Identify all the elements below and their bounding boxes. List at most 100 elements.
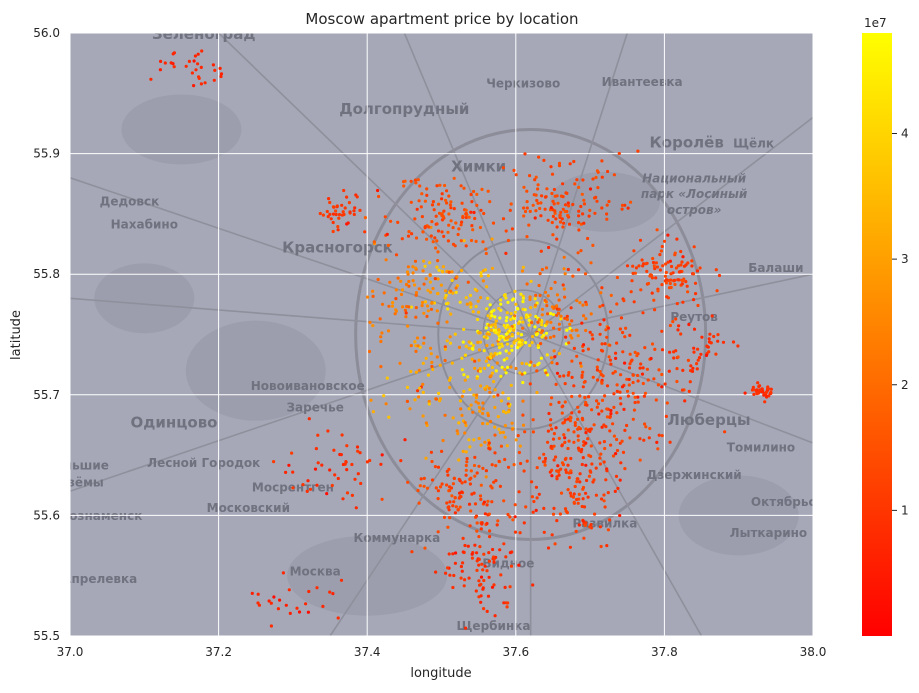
data-point bbox=[562, 267, 566, 271]
data-point bbox=[560, 411, 564, 415]
data-point bbox=[570, 319, 574, 323]
data-point bbox=[424, 277, 428, 281]
data-point bbox=[627, 383, 631, 387]
data-point bbox=[384, 402, 388, 406]
data-point bbox=[494, 325, 498, 329]
data-point bbox=[502, 499, 506, 503]
data-point bbox=[431, 367, 435, 371]
data-point bbox=[512, 316, 516, 320]
data-point bbox=[497, 427, 501, 431]
data-point bbox=[448, 573, 452, 577]
data-point bbox=[194, 68, 198, 72]
data-point bbox=[685, 284, 689, 288]
data-point bbox=[632, 300, 636, 304]
data-point bbox=[336, 616, 340, 620]
data-point bbox=[449, 219, 453, 223]
data-point bbox=[489, 356, 493, 360]
data-point bbox=[345, 195, 349, 199]
data-point bbox=[538, 272, 542, 276]
data-point bbox=[555, 293, 560, 297]
data-point bbox=[648, 426, 652, 431]
data-point bbox=[355, 195, 359, 199]
data-point bbox=[304, 602, 308, 606]
data-point bbox=[615, 275, 620, 280]
data-point bbox=[425, 486, 430, 490]
data-point bbox=[508, 551, 512, 555]
data-point bbox=[371, 294, 375, 298]
data-point bbox=[573, 423, 577, 427]
data-point bbox=[356, 472, 360, 476]
data-point bbox=[499, 336, 503, 340]
data-point bbox=[306, 479, 310, 483]
data-point bbox=[655, 228, 659, 232]
data-point bbox=[462, 373, 466, 377]
data-point bbox=[528, 382, 532, 386]
data-point bbox=[615, 411, 619, 415]
data-point bbox=[596, 186, 600, 190]
data-point bbox=[430, 203, 435, 207]
data-point bbox=[498, 316, 502, 320]
data-point bbox=[431, 286, 435, 291]
data-point bbox=[525, 206, 529, 210]
data-point bbox=[668, 323, 673, 328]
data-point bbox=[649, 273, 654, 277]
data-point bbox=[219, 72, 224, 76]
data-point bbox=[500, 344, 504, 348]
data-point bbox=[693, 281, 698, 285]
data-point bbox=[486, 189, 490, 193]
data-point bbox=[532, 499, 536, 504]
data-point bbox=[535, 390, 539, 395]
data-point bbox=[475, 471, 479, 475]
data-point bbox=[755, 392, 759, 396]
data-point bbox=[569, 469, 573, 473]
data-point bbox=[721, 340, 726, 344]
data-point bbox=[414, 266, 418, 270]
data-point bbox=[559, 317, 563, 321]
data-point bbox=[519, 292, 523, 296]
data-point bbox=[415, 336, 420, 340]
data-point bbox=[359, 481, 363, 486]
data-point bbox=[568, 419, 573, 423]
data-point bbox=[459, 407, 463, 411]
data-point bbox=[633, 400, 637, 405]
data-point bbox=[482, 578, 486, 583]
data-point bbox=[284, 603, 288, 607]
data-point bbox=[631, 380, 635, 385]
data-point bbox=[287, 588, 291, 592]
data-point bbox=[405, 270, 410, 274]
data-point bbox=[692, 350, 696, 354]
data-point bbox=[680, 260, 684, 264]
data-point bbox=[656, 383, 661, 387]
data-point bbox=[586, 428, 591, 432]
data-point bbox=[568, 415, 572, 419]
data-point bbox=[307, 417, 311, 421]
data-point bbox=[527, 223, 531, 227]
data-point bbox=[639, 288, 643, 292]
data-point bbox=[353, 206, 357, 210]
data-point bbox=[590, 408, 594, 412]
x-axis-ticks: 37.0 37.2 37.4 37.6 37.8 38.0 bbox=[57, 645, 827, 659]
data-point bbox=[491, 557, 495, 561]
data-point bbox=[569, 306, 573, 310]
data-point bbox=[599, 348, 604, 352]
data-point bbox=[584, 317, 588, 321]
data-point bbox=[595, 399, 599, 403]
data-point bbox=[448, 341, 453, 345]
data-point bbox=[486, 363, 491, 367]
data-point bbox=[714, 268, 718, 272]
data-point bbox=[576, 501, 580, 505]
data-point bbox=[467, 346, 471, 350]
data-point bbox=[451, 416, 455, 420]
data-point bbox=[581, 303, 585, 307]
data-point bbox=[448, 516, 452, 520]
data-point bbox=[564, 335, 568, 339]
data-point bbox=[493, 451, 497, 455]
data-point bbox=[582, 314, 586, 318]
data-point bbox=[457, 227, 461, 231]
data-point bbox=[645, 367, 650, 371]
data-point bbox=[407, 284, 411, 288]
data-point bbox=[510, 348, 514, 352]
data-point bbox=[326, 215, 330, 219]
data-point bbox=[672, 356, 676, 360]
map-place-label: Октябрьс bbox=[751, 495, 816, 509]
